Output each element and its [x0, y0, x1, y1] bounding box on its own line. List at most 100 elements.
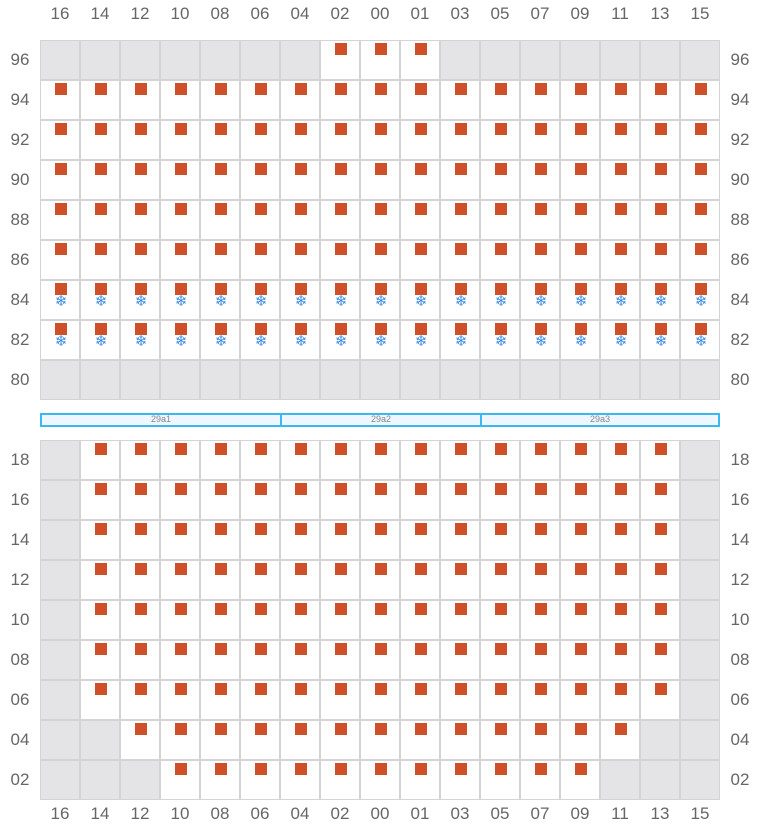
- stowage-slot[interactable]: [440, 640, 480, 680]
- stowage-slot[interactable]: ❄: [200, 320, 240, 360]
- stowage-slot[interactable]: [280, 680, 320, 720]
- stowage-slot[interactable]: [40, 200, 80, 240]
- stowage-slot[interactable]: [560, 520, 600, 560]
- stowage-slot[interactable]: ❄: [160, 280, 200, 320]
- stowage-slot[interactable]: [400, 40, 440, 80]
- stowage-slot[interactable]: [400, 120, 440, 160]
- stowage-slot[interactable]: [120, 240, 160, 280]
- stowage-slot[interactable]: [440, 480, 480, 520]
- stowage-slot[interactable]: [240, 240, 280, 280]
- stowage-slot[interactable]: [280, 480, 320, 520]
- stowage-slot[interactable]: [240, 80, 280, 120]
- hatch-cover-segment[interactable]: 29a1: [40, 413, 282, 427]
- stowage-slot[interactable]: [320, 760, 360, 800]
- stowage-slot[interactable]: [280, 200, 320, 240]
- stowage-slot[interactable]: [480, 560, 520, 600]
- stowage-slot[interactable]: [520, 600, 560, 640]
- stowage-slot[interactable]: [80, 640, 120, 680]
- stowage-slot[interactable]: [600, 640, 640, 680]
- stowage-slot[interactable]: [480, 640, 520, 680]
- stowage-slot[interactable]: [280, 640, 320, 680]
- stowage-slot[interactable]: [360, 80, 400, 120]
- stowage-slot[interactable]: [440, 80, 480, 120]
- stowage-slot[interactable]: [40, 120, 80, 160]
- stowage-slot[interactable]: [480, 80, 520, 120]
- stowage-slot[interactable]: [640, 640, 680, 680]
- stowage-slot[interactable]: ❄: [640, 320, 680, 360]
- stowage-slot[interactable]: [120, 80, 160, 120]
- stowage-slot[interactable]: [400, 600, 440, 640]
- stowage-slot[interactable]: [440, 120, 480, 160]
- stowage-slot[interactable]: [160, 240, 200, 280]
- stowage-slot[interactable]: [280, 720, 320, 760]
- stowage-slot[interactable]: ❄: [200, 280, 240, 320]
- stowage-slot[interactable]: [360, 440, 400, 480]
- stowage-slot[interactable]: ❄: [360, 320, 400, 360]
- stowage-slot[interactable]: [560, 480, 600, 520]
- stowage-slot[interactable]: [480, 120, 520, 160]
- stowage-slot[interactable]: [640, 240, 680, 280]
- stowage-slot[interactable]: [400, 680, 440, 720]
- stowage-slot[interactable]: [360, 520, 400, 560]
- stowage-slot[interactable]: [320, 640, 360, 680]
- hatch-cover-segment[interactable]: 29a3: [480, 413, 720, 427]
- stowage-slot[interactable]: [120, 600, 160, 640]
- stowage-slot[interactable]: [640, 440, 680, 480]
- stowage-slot[interactable]: [240, 760, 280, 800]
- stowage-slot[interactable]: [320, 200, 360, 240]
- stowage-slot[interactable]: ❄: [40, 320, 80, 360]
- stowage-slot[interactable]: [600, 720, 640, 760]
- stowage-slot[interactable]: ❄: [120, 320, 160, 360]
- stowage-slot[interactable]: [320, 560, 360, 600]
- stowage-slot[interactable]: [160, 520, 200, 560]
- stowage-slot[interactable]: [480, 200, 520, 240]
- stowage-slot[interactable]: ❄: [360, 280, 400, 320]
- stowage-slot[interactable]: [600, 680, 640, 720]
- stowage-slot[interactable]: [80, 80, 120, 120]
- stowage-slot[interactable]: [200, 560, 240, 600]
- stowage-slot[interactable]: [640, 600, 680, 640]
- stowage-slot[interactable]: [240, 200, 280, 240]
- stowage-slot[interactable]: [160, 200, 200, 240]
- stowage-slot[interactable]: ❄: [80, 280, 120, 320]
- stowage-slot[interactable]: [680, 200, 720, 240]
- stowage-slot[interactable]: [40, 240, 80, 280]
- stowage-slot[interactable]: [440, 440, 480, 480]
- stowage-slot[interactable]: [560, 200, 600, 240]
- stowage-slot[interactable]: [560, 760, 600, 800]
- stowage-slot[interactable]: [120, 560, 160, 600]
- stowage-slot[interactable]: [200, 80, 240, 120]
- stowage-slot[interactable]: [320, 480, 360, 520]
- stowage-slot[interactable]: [240, 680, 280, 720]
- stowage-slot[interactable]: [120, 640, 160, 680]
- stowage-slot[interactable]: [640, 80, 680, 120]
- stowage-slot[interactable]: [520, 640, 560, 680]
- stowage-slot[interactable]: [320, 600, 360, 640]
- stowage-slot[interactable]: [600, 520, 640, 560]
- stowage-slot[interactable]: ❄: [400, 320, 440, 360]
- stowage-slot[interactable]: ❄: [160, 320, 200, 360]
- stowage-slot[interactable]: [200, 240, 240, 280]
- hatch-cover-segment[interactable]: 29a2: [280, 413, 482, 427]
- stowage-slot[interactable]: ❄: [320, 280, 360, 320]
- stowage-slot[interactable]: [80, 480, 120, 520]
- stowage-slot[interactable]: [160, 720, 200, 760]
- stowage-slot[interactable]: [40, 160, 80, 200]
- stowage-slot[interactable]: ❄: [560, 280, 600, 320]
- stowage-slot[interactable]: [160, 760, 200, 800]
- stowage-slot[interactable]: [480, 760, 520, 800]
- stowage-slot[interactable]: ❄: [600, 320, 640, 360]
- stowage-slot[interactable]: [280, 160, 320, 200]
- stowage-slot[interactable]: [280, 760, 320, 800]
- stowage-slot[interactable]: [400, 240, 440, 280]
- stowage-slot[interactable]: [240, 600, 280, 640]
- stowage-slot[interactable]: [440, 160, 480, 200]
- stowage-slot[interactable]: [240, 440, 280, 480]
- stowage-slot[interactable]: [400, 160, 440, 200]
- stowage-slot[interactable]: ❄: [520, 320, 560, 360]
- stowage-slot[interactable]: [80, 520, 120, 560]
- stowage-slot[interactable]: [320, 120, 360, 160]
- stowage-slot[interactable]: [600, 440, 640, 480]
- stowage-slot[interactable]: [200, 600, 240, 640]
- stowage-slot[interactable]: ❄: [120, 280, 160, 320]
